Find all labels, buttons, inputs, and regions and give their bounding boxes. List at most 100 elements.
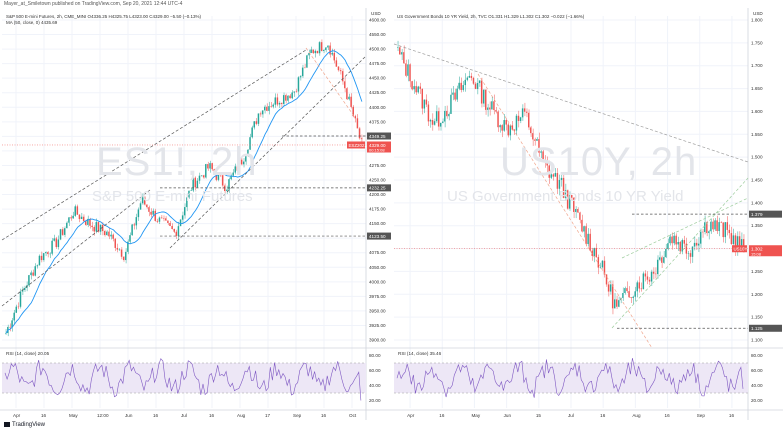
- candle-body: [566, 190, 569, 209]
- candle-body: [245, 154, 247, 162]
- es-chart[interactable]: 4600.00 4550.00 4500.00 4475.00 4450.00 4425.…: [0, 8, 392, 420]
- candle-body: [171, 226, 173, 230]
- candle-body: [135, 217, 138, 226]
- candle-body: [433, 121, 436, 125]
- candle-body: [632, 296, 634, 299]
- price-tick-label: 4400.00: [369, 105, 386, 110]
- price-tick-label: 4150.00: [369, 221, 386, 226]
- time-tick-label: Sep: [697, 413, 706, 418]
- candle-body: [466, 77, 469, 80]
- candle-body: [238, 159, 241, 171]
- candle-body: [165, 218, 167, 221]
- candle-body: [716, 220, 718, 232]
- currency-label: USD: [371, 11, 381, 16]
- candle-body: [663, 257, 665, 263]
- candle-body: [228, 179, 230, 190]
- price-tick-label: 1.100: [751, 338, 763, 343]
- candle-body: [403, 52, 405, 64]
- candle-body: [280, 103, 283, 104]
- candle-body: [192, 177, 194, 191]
- candle-body: [282, 95, 285, 104]
- candle-body: [452, 92, 454, 95]
- candle-body: [425, 99, 428, 105]
- candle-body: [299, 76, 302, 78]
- candle-body: [722, 222, 724, 238]
- candle-body: [221, 175, 224, 186]
- price-tick-label: 1.200: [751, 292, 763, 297]
- candle-body: [167, 220, 169, 223]
- candle-body: [409, 64, 411, 82]
- time-tick-label: Jun: [504, 413, 512, 418]
- trend-line: [305, 47, 355, 117]
- candle-body: [704, 222, 706, 232]
- candle-body: [289, 95, 291, 99]
- price-tick-label: 4200.00: [369, 192, 386, 197]
- footer-brand[interactable]: TradingView: [4, 422, 45, 428]
- candle-body: [599, 267, 602, 268]
- candle-body: [439, 122, 442, 127]
- last-price-value: 4329.00: [369, 143, 386, 148]
- candle-body: [99, 224, 102, 232]
- us10y-watermark-name: US Government Bonds 10 YR Yield: [447, 188, 684, 205]
- last-price-value: 1.302: [751, 247, 763, 252]
- candle-body: [53, 238, 55, 241]
- candle-body: [21, 289, 24, 292]
- level-label: 1.379: [751, 212, 763, 217]
- candle-body: [656, 259, 659, 275]
- candle-body: [36, 265, 39, 267]
- candle-body: [333, 52, 335, 61]
- candle-body: [685, 243, 688, 254]
- candle-body: [66, 222, 68, 229]
- candle-body: [450, 94, 452, 114]
- candle-body: [618, 300, 620, 307]
- candle-body: [131, 224, 133, 236]
- candle-body: [611, 284, 614, 309]
- candle-body: [435, 111, 438, 122]
- time-tick-label: Apr: [13, 413, 21, 418]
- candle-body: [503, 120, 505, 131]
- price-tick-label: 4250.00: [369, 178, 386, 183]
- candle-body: [429, 120, 432, 122]
- candle-body: [548, 165, 550, 178]
- candle-body: [310, 49, 312, 54]
- candle-body: [519, 117, 522, 121]
- candle-body: [454, 92, 456, 100]
- time-tick-label: 16: [41, 413, 47, 418]
- last-symbol-label: ESZ2021: [349, 143, 368, 148]
- candle-body: [550, 174, 552, 178]
- candle-body: [714, 220, 716, 230]
- candle-body: [276, 97, 279, 105]
- candle-body: [154, 210, 156, 221]
- rsi-tick-label: 20.00: [369, 398, 381, 403]
- candle-body: [72, 215, 74, 219]
- candle-body: [446, 110, 448, 117]
- candle-body: [181, 215, 184, 220]
- candle-body: [421, 88, 423, 109]
- time-tick-label: 16: [439, 413, 445, 418]
- candle-body: [399, 47, 401, 55]
- es-watermark-symbol: ES1!, 2h: [96, 140, 258, 184]
- es-title: S&P 500 E-mini Futures, 2h, CME_MINI O43…: [6, 14, 202, 19]
- tradingview-logo-icon: [4, 422, 10, 427]
- es-ma-label: MA (50, close, 0) 4435.69: [6, 20, 58, 25]
- candle-body: [120, 249, 123, 257]
- us10y-chart[interactable]: 1.800 1.750 1.700 1.650 1.600 1.550 1.500 1.450…: [392, 8, 783, 420]
- candle-body: [702, 231, 704, 233]
- candle-body: [675, 235, 677, 245]
- candle-body: [337, 66, 340, 71]
- candle-body: [251, 127, 253, 138]
- candle-body: [525, 111, 528, 113]
- candle-body: [291, 92, 293, 99]
- rsi-tick-label: 60.00: [751, 368, 763, 373]
- candle-body: [308, 53, 310, 56]
- candle-body: [431, 120, 434, 125]
- candle-body: [68, 217, 70, 223]
- candle-body: [568, 195, 571, 209]
- candle-body: [177, 226, 180, 236]
- candle-body: [691, 246, 694, 257]
- candle-body: [202, 175, 205, 178]
- price-tick-label: 4000.00: [369, 279, 386, 284]
- candle-body: [665, 248, 667, 258]
- candle-body: [274, 97, 277, 105]
- rsi-tick-label: 20.00: [751, 398, 763, 403]
